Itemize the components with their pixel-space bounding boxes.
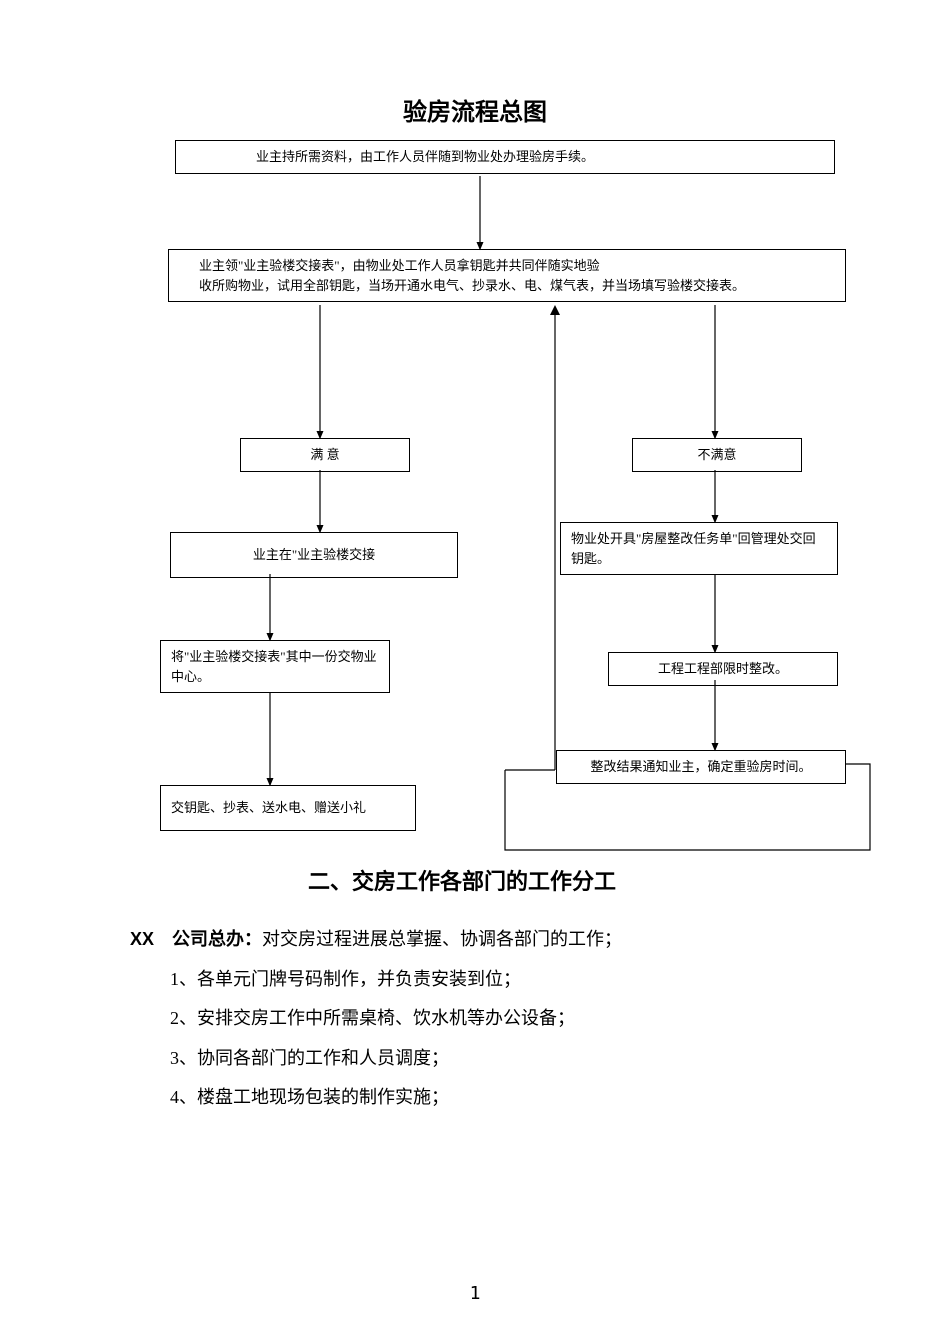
flow-node-n9-text: 整改结果通知业主，确定重验房时间。	[590, 759, 811, 774]
flow-node-n2-text: 业主领"业主验楼交接表"，由物业处工作人员拿钥匙并共同伴随实地验 收所购物业，试…	[199, 258, 745, 293]
section-subtitle: 二、交房工作各部门的工作分工	[308, 864, 616, 896]
page-number: 1	[0, 1283, 950, 1304]
section-heading-rest: 对交房过程进展总掌握、协调各部门的工作；	[262, 929, 622, 949]
flow-node-n4: 不满意	[632, 438, 802, 472]
flow-node-n9: 整改结果通知业主，确定重验房时间。	[556, 750, 846, 784]
flow-node-n10-text: 交钥匙、抄表、送水电、赠送小礼	[171, 800, 366, 815]
flow-node-n2: 业主领"业主验楼交接表"，由物业处工作人员拿钥匙并共同伴随实地验 收所购物业，试…	[168, 249, 846, 302]
flow-node-n4-text: 不满意	[697, 447, 736, 462]
section-heading-line: XX 公司总办：对交房过程进展总掌握、协调各部门的工作；	[130, 920, 830, 960]
section-item: 4、楼盘工地现场包装的制作实施；	[170, 1078, 830, 1118]
flow-node-n8-text: 工程工程部限时整改。	[658, 661, 788, 676]
section-item: 3、协同各部门的工作和人员调度；	[170, 1039, 830, 1079]
flow-node-n6: 物业处开具"房屋整改任务单"回管理处交回钥匙。	[560, 522, 838, 575]
section-heading: 公司总办：	[172, 929, 262, 949]
page-title: 验房流程总图	[0, 92, 950, 127]
flow-node-n1-text: 业主持所需资料，由工作人员伴随到物业处办理验房手续。	[256, 149, 594, 164]
flow-node-n7: 将"业主验楼交接表"其中一份交物业中心。	[160, 640, 390, 693]
section-body: XX 公司总办：对交房过程进展总掌握、协调各部门的工作； 1、各单元门牌号码制作…	[130, 920, 830, 1118]
flow-node-n3: 满 意	[240, 438, 410, 472]
flow-node-n5-text: 业主在"业主验楼交接	[253, 547, 375, 562]
flow-node-n1: 业主持所需资料，由工作人员伴随到物业处办理验房手续。	[175, 140, 835, 174]
flow-node-n3-text: 满 意	[310, 447, 339, 462]
flow-node-n7-text: 将"业主验楼交接表"其中一份交物业中心。	[171, 649, 377, 684]
section-prefix: XX	[130, 929, 154, 949]
flow-node-n5: 业主在"业主验楼交接	[170, 532, 458, 578]
flow-node-n10: 交钥匙、抄表、送水电、赠送小礼	[160, 785, 416, 831]
flow-node-n6-text: 物业处开具"房屋整改任务单"回管理处交回钥匙。	[571, 531, 816, 566]
section-item: 1、各单元门牌号码制作，并负责安装到位；	[170, 960, 830, 1000]
flow-node-n8: 工程工程部限时整改。	[608, 652, 838, 686]
section-item: 2、安排交房工作中所需桌椅、饮水机等办公设备；	[170, 999, 830, 1039]
